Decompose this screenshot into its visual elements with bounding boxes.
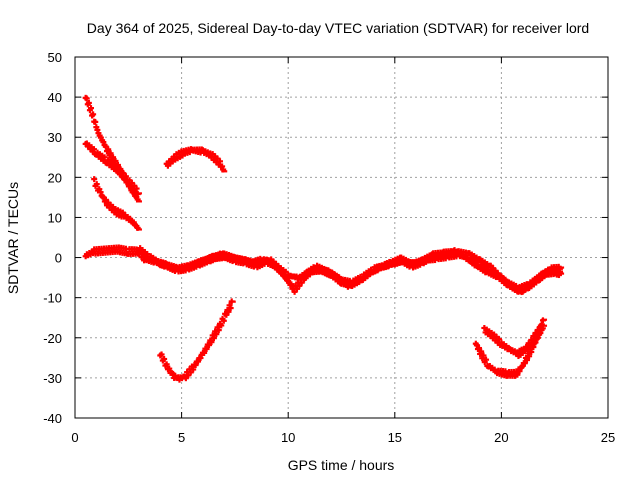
- series-baseline-2: [135, 245, 565, 295]
- x-tick-label: 15: [388, 430, 402, 445]
- y-tick-label: -40: [43, 411, 62, 426]
- y-axis-label: SDTVAR / TECUs: [5, 182, 21, 294]
- y-tick-label: -20: [43, 331, 62, 346]
- data-points: [82, 94, 565, 383]
- y-tick-label: 20: [48, 170, 62, 185]
- grid-lines: [74, 56, 609, 419]
- series-arc-low-left: [157, 298, 236, 383]
- series-arc-low-right-2: [472, 324, 548, 379]
- series-arc-high-2: [82, 140, 142, 198]
- y-tick-label: 40: [48, 90, 62, 105]
- x-tick-label: 20: [494, 430, 508, 445]
- y-tick-label: -10: [43, 291, 62, 306]
- x-tick-label: 25: [601, 430, 615, 445]
- y-tick-label: 0: [55, 251, 62, 266]
- y-tick-label: 30: [48, 130, 62, 145]
- x-tick-label: 0: [71, 430, 78, 445]
- y-tick-label: -30: [43, 371, 62, 386]
- y-tick-label: 10: [48, 210, 62, 225]
- x-tick-labels: 0 5 10 15 20 25: [71, 430, 615, 445]
- series-arc-low-right: [481, 317, 548, 360]
- series-arc-high-3: [91, 176, 142, 231]
- y-tick-labels: -40 -30 -20 -10 0 10 20 30 40 50: [43, 50, 62, 426]
- x-tick-label: 10: [281, 430, 295, 445]
- chart-title: Day 364 of 2025, Sidereal Day-to-day VTE…: [87, 20, 589, 36]
- plot-frame: [74, 56, 609, 419]
- series-arc-hump: [163, 146, 228, 173]
- y-tick-label: 50: [48, 50, 62, 65]
- x-axis-label: GPS time / hours: [288, 457, 395, 473]
- x-tick-label: 5: [178, 430, 185, 445]
